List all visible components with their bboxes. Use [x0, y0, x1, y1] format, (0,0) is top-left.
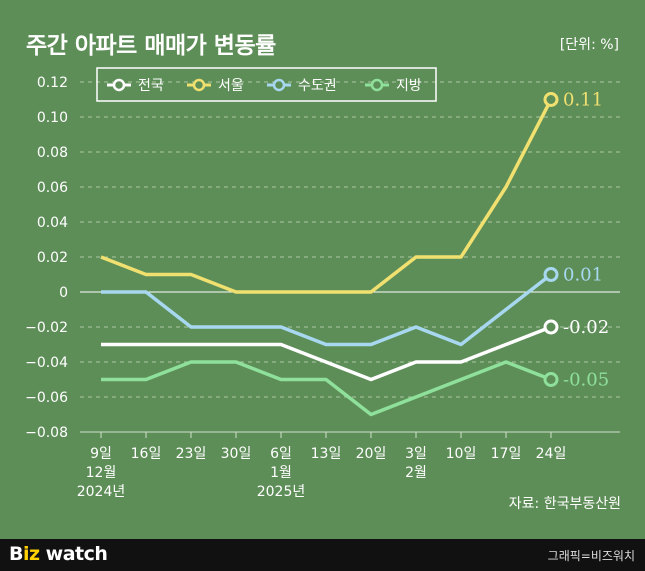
x-tick-label: 20일 — [356, 446, 387, 462]
series-end-label: -0.05 — [563, 370, 609, 391]
series-line-1 — [100, 98, 553, 294]
brand-logo: Biz watch — [9, 543, 108, 565]
legend-item: 수도권 — [267, 78, 337, 94]
series-end-marker — [543, 319, 559, 335]
x-tick-label: 16일 — [131, 446, 162, 462]
x-tick-label: 30일 — [221, 446, 252, 462]
series-line-2 — [101, 273, 553, 347]
y-tick-label: 0.08 — [37, 145, 68, 161]
x-tick-sublabel: 12월 — [86, 465, 117, 481]
series-end-label: 0.11 — [563, 90, 603, 111]
legend: 전국 서울 수도권 지방 — [96, 67, 437, 102]
x-tick-label: 17일 — [491, 446, 522, 462]
y-tick-label: −0.06 — [25, 390, 68, 406]
x-axis: 9일 12월 2024년 16일 23일 30일 6일 1월 2025년 13일 20일 3일 2월 10… — [77, 432, 567, 500]
x-tick-label: 6일 — [270, 446, 292, 462]
brand-suffix: watch — [39, 543, 108, 565]
grid-lines — [80, 81, 620, 433]
legend-label: 지방 — [396, 78, 422, 94]
x-tick-sublabel: 2025년 — [257, 484, 306, 500]
legend-box — [96, 67, 437, 102]
y-tick-label: 0.02 — [37, 250, 68, 266]
x-tick-sublabel: 1월 — [270, 465, 292, 481]
series-end-marker — [543, 267, 559, 282]
legend-swatch-marker — [112, 78, 126, 92]
series-end-marker — [543, 372, 559, 387]
series-end-label: -0.02 — [563, 317, 609, 338]
legend-item: 지방 — [365, 78, 422, 94]
x-tick-label: 13일 — [311, 446, 342, 462]
y-tick-label: 0.12 — [37, 75, 68, 91]
y-tick-label: 0 — [59, 285, 68, 301]
legend-swatch-marker — [370, 78, 384, 92]
y-tick-label: −0.04 — [25, 355, 68, 371]
y-tick-label: 0.10 — [37, 110, 68, 126]
legend-label: 전국 — [138, 78, 164, 94]
brand-prefix: B — [9, 543, 23, 565]
legend-swatch-marker — [272, 78, 286, 92]
legend-item: 전국 — [107, 78, 164, 94]
source-note: 자료: 한국부동산원 — [508, 496, 621, 512]
y-tick-label: 0.04 — [37, 215, 68, 231]
x-tick-sublabel: 2월 — [405, 465, 427, 481]
legend-item: 서울 — [187, 78, 244, 94]
chart-title: 주간 아파트 매매가 변동률 — [26, 33, 276, 59]
line-chart: 0.12 0.10 0.08 0.06 0.04 0.02 0 −0.02 −0.04 −0.06… — [25, 67, 620, 500]
x-tick-label: 9일 — [90, 446, 112, 462]
x-tick-label: 24일 — [536, 446, 567, 462]
series-end-label: 0.01 — [563, 265, 603, 286]
brand-mark: iz — [22, 543, 40, 565]
graphic-credit: 그래픽=비즈워치 — [547, 549, 635, 563]
y-tick-label: −0.02 — [25, 320, 68, 336]
x-tick-sublabel: 2024년 — [77, 484, 126, 500]
series-line-0 — [101, 325, 552, 382]
series-lines: -0.02 0.11 0.01 -0.05 — [100, 90, 609, 417]
x-tick-label: 10일 — [446, 446, 477, 462]
legend-label: 수도권 — [298, 78, 337, 94]
unit-label: [단위: %] — [559, 37, 619, 53]
y-axis: 0.12 0.10 0.08 0.06 0.04 0.02 0 −0.02 −0.04 −0.06… — [25, 75, 68, 441]
series-line-3 — [101, 360, 552, 417]
x-tick-label: 23일 — [176, 446, 207, 462]
legend-label: 서울 — [218, 78, 244, 94]
y-tick-label: 0.06 — [37, 180, 68, 196]
footer-bar: Biz watch 그래픽=비즈워치 — [0, 539, 645, 571]
legend-swatch-marker — [192, 78, 206, 92]
series-end-marker — [543, 92, 559, 107]
y-tick-label: −0.08 — [25, 425, 68, 441]
x-tick-label: 3일 — [405, 446, 427, 462]
